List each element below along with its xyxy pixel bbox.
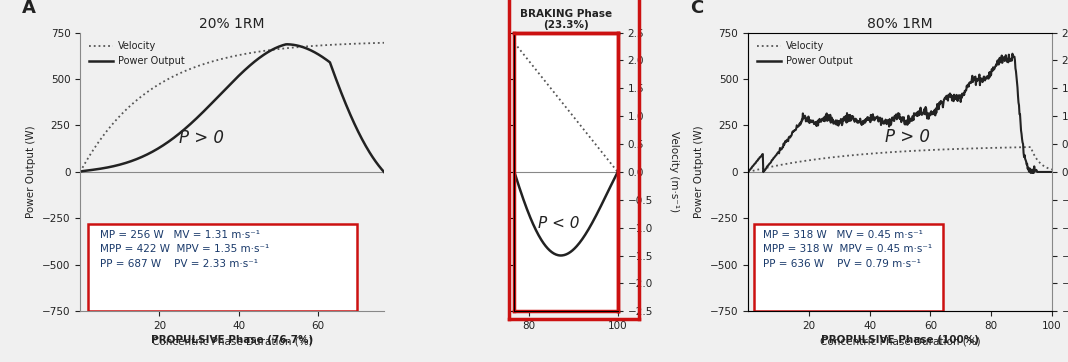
X-axis label: Concentric Phase Duration (%): Concentric Phase Duration (%) [152,337,312,346]
Y-axis label: Velocity (m·s⁻¹): Velocity (m·s⁻¹) [670,131,679,212]
FancyBboxPatch shape [88,224,358,311]
Title: 20% 1RM: 20% 1RM [200,17,265,31]
Y-axis label: Power Output (W): Power Output (W) [694,126,704,218]
Title: 80% 1RM: 80% 1RM [867,17,932,31]
FancyBboxPatch shape [754,224,943,311]
X-axis label: Concentric Phase Duration (%): Concentric Phase Duration (%) [820,337,980,346]
Legend: Velocity, Power Output: Velocity, Power Output [85,37,189,70]
Text: A: A [22,0,36,17]
Text: MP = 256 W   MV = 1.31 m·s⁻¹
MPP = 422 W  MPV = 1.35 m·s⁻¹
PP = 687 W    PV = 2.: MP = 256 W MV = 1.31 m·s⁻¹ MPP = 422 W M… [100,230,269,269]
Text: PROPULSIVE Phase (76.7%): PROPULSIVE Phase (76.7%) [151,335,313,345]
Text: PROPULSIVE Phase (100%): PROPULSIVE Phase (100%) [821,335,979,345]
Text: P > 0: P > 0 [179,129,224,147]
Text: C: C [690,0,704,17]
Legend: Velocity, Power Output: Velocity, Power Output [753,37,857,70]
Text: P < 0: P < 0 [538,216,579,231]
Title: BRAKING Phase
(23.3%): BRAKING Phase (23.3%) [520,9,612,30]
Text: MP = 318 W   MV = 0.45 m·s⁻¹
MPP = 318 W  MPV = 0.45 m·s⁻¹
PP = 636 W    PV = 0.: MP = 318 W MV = 0.45 m·s⁻¹ MPP = 318 W M… [764,230,932,269]
Y-axis label: Power Output (W): Power Output (W) [27,126,36,218]
Text: P > 0: P > 0 [884,128,930,146]
